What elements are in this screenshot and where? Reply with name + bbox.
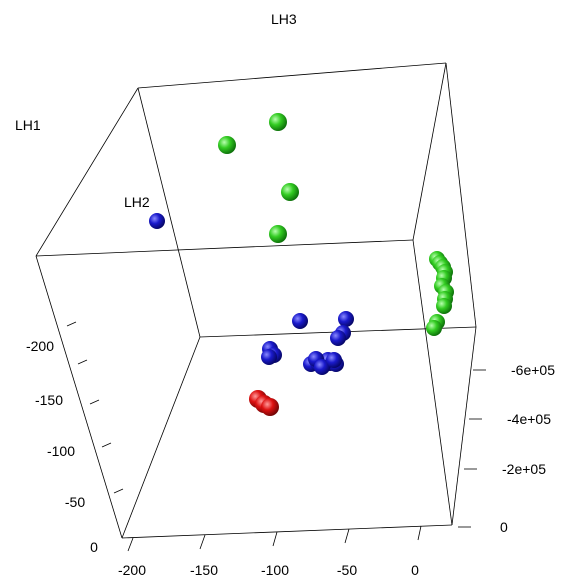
- axis-label-lh3: LH3: [271, 11, 297, 27]
- bounding-box: [35, 62, 477, 539]
- data-point-red: [261, 398, 279, 416]
- data-point-blue: [149, 213, 165, 229]
- tick-label-bottom: -200: [118, 562, 146, 578]
- tick-label-bottom: -50: [337, 562, 357, 578]
- box-edge: [137, 87, 201, 338]
- tick-label-left: 0: [90, 539, 98, 555]
- data-point-green: [426, 320, 442, 336]
- data-points: [149, 113, 454, 416]
- tick-label-left: -50: [65, 494, 85, 510]
- data-point-green: [436, 298, 452, 314]
- data-point-blue: [338, 311, 354, 327]
- box-edge: [121, 524, 453, 539]
- data-point-blue: [314, 359, 330, 375]
- axis-titles: LH3 LH1 LH2: [15, 11, 297, 210]
- tick-labels: -200 -150 -100 -50 0 -200 -150 -100 -50 …: [26, 338, 555, 578]
- axis-label-lh2: LH2: [124, 194, 150, 210]
- tick-label-bottom: -150: [190, 562, 218, 578]
- tick-label-left: -200: [26, 338, 54, 354]
- data-point-blue: [292, 313, 308, 329]
- tick-label-right: -2e+05: [502, 461, 546, 477]
- box-edge: [35, 255, 123, 539]
- tick-label-bottom: -100: [261, 562, 289, 578]
- data-point-green: [218, 136, 236, 154]
- data-point-green: [269, 225, 287, 243]
- box-edge: [137, 62, 447, 89]
- data-point-blue: [261, 349, 277, 365]
- data-point-green: [269, 113, 287, 131]
- box-edge: [445, 62, 477, 328]
- tick-label-left: -150: [35, 392, 63, 408]
- tick-label-right: 0: [500, 519, 508, 535]
- tick-label-bottom: 0: [411, 562, 419, 578]
- tick-label-right: -6e+05: [511, 362, 555, 378]
- box-edge: [35, 239, 414, 257]
- box-edge: [412, 239, 453, 526]
- tick-marks: [66, 321, 486, 552]
- box-edge: [121, 336, 201, 539]
- data-point-blue: [330, 330, 346, 346]
- tick-label-left: -100: [47, 443, 75, 459]
- axis-label-lh1: LH1: [15, 117, 41, 133]
- data-point-blue: [326, 352, 342, 368]
- box-edge: [412, 62, 447, 241]
- box-edge: [451, 326, 477, 526]
- tick-label-right: -4e+05: [507, 411, 551, 427]
- box-edge: [35, 87, 139, 257]
- data-point-green: [281, 183, 299, 201]
